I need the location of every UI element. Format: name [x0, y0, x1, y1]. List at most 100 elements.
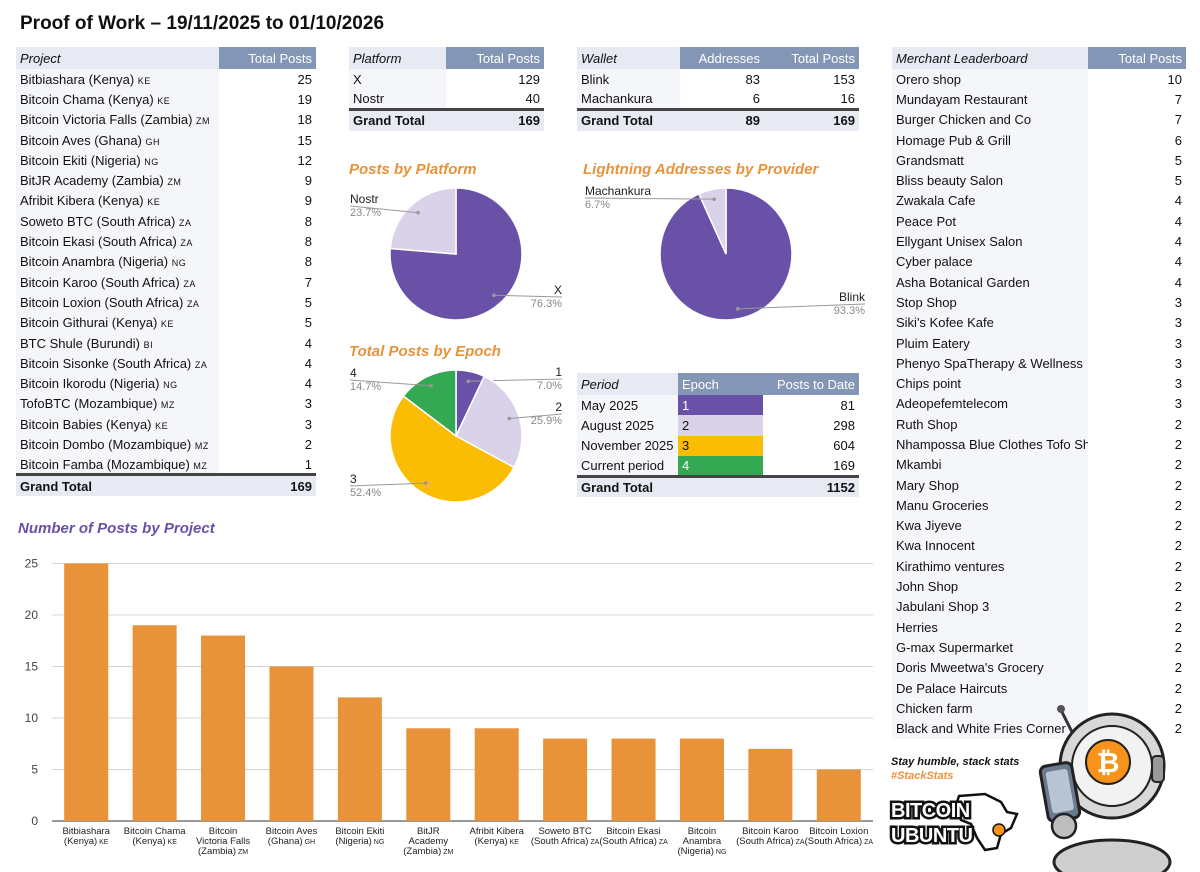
x-tick-label: BitJR	[417, 826, 440, 837]
grand-total-row: Grand Total 169	[16, 473, 316, 496]
bar	[611, 738, 656, 821]
platform-name: X	[349, 69, 446, 90]
pie-slice-label: 2	[555, 400, 562, 414]
pie-leader-dot	[416, 210, 420, 215]
merchant-name: Ruth Shop	[892, 414, 1088, 435]
table-row-label: Bitcoin Ekasi (South Africa) ZA	[16, 231, 219, 252]
row-value: 1	[304, 456, 312, 472]
table-row: Mary Shop 2	[892, 474, 1186, 496]
x-tick-label: (Ghana) GH	[268, 836, 315, 847]
table-row: Herries 2	[892, 617, 1186, 638]
epoch-cell: 2	[678, 415, 763, 436]
merchant-name: Nhampossa Blue Clothes Tofo Shop	[892, 434, 1088, 455]
table-row: Bitcoin Githurai (Kenya) KE 5	[16, 312, 316, 333]
bar	[543, 738, 588, 821]
row-value: 3	[1174, 355, 1182, 371]
epoch-pie-chart: 17.0% 225.9% 352.4% 414.7%	[349, 365, 562, 503]
grand-total-spacer	[678, 474, 763, 498]
x-tick-label: (South Africa) ZA	[531, 836, 600, 847]
period-name: Current period	[577, 455, 678, 477]
row-value: 15	[297, 132, 312, 148]
wallet-header: Wallet	[577, 47, 680, 69]
merchant-name: Grandsmatt	[892, 150, 1088, 171]
country-code: ZM	[441, 849, 453, 856]
merchant-name: Burger Chicken and Co	[892, 109, 1088, 130]
merchant-name: Kwa Innocent	[892, 535, 1088, 557]
row-name: Bitcoin Aves (Ghana)	[20, 132, 142, 148]
table-row: Jabulani Shop 3 2	[892, 596, 1186, 618]
row-value: 3	[1174, 376, 1182, 392]
bar	[337, 697, 382, 821]
project-table: Project Total Posts Bitbiashara (Kenya) …	[16, 47, 316, 496]
country-code: KE	[160, 319, 174, 330]
bar	[816, 769, 861, 821]
pie-leader-line	[737, 303, 866, 310]
pie-percent-label: 7.0%	[537, 380, 562, 392]
table-row: May 2025 1 81	[577, 395, 859, 416]
row-value: 18	[297, 112, 312, 128]
merchant-name: Zwakala Cafe	[892, 190, 1088, 212]
table-row: Bitcoin Chama (Kenya) KE 19	[16, 89, 316, 110]
row-name: Bitcoin Victoria Falls (Zambia)	[20, 112, 193, 128]
x-tick-label: Bitcoin Ekasi	[606, 826, 660, 837]
table-row: Machankura 6 16	[577, 89, 859, 110]
row-value: 3	[1174, 396, 1182, 412]
row-name: Bitcoin Babies (Kenya)	[20, 416, 152, 432]
y-tick-label: 10	[25, 711, 39, 725]
table-row: Chips point 3	[892, 373, 1186, 394]
country-code: NG	[372, 839, 384, 846]
row-value: 3	[304, 396, 312, 412]
row-value: 2	[304, 436, 312, 452]
x-tick-label: Bitcoin Ekiti	[335, 826, 384, 837]
x-tick-label: (South Africa) ZA	[599, 836, 668, 847]
country-code: NG	[163, 380, 178, 391]
row-value: 4	[304, 335, 312, 351]
country-code: ZA	[794, 839, 805, 846]
row-value: 8	[304, 213, 312, 229]
x-tick-label: (Nigeria) NG	[335, 836, 384, 847]
row-value: 8	[304, 254, 312, 270]
posts-value: 16	[840, 91, 855, 107]
table-row: Siki's Kofee Kafe 3	[892, 312, 1186, 333]
table-row: Bitcoin Anambra (Nigeria) NG 8	[16, 251, 316, 272]
country-code: KE	[166, 839, 178, 846]
bar-chart-title: Number of Posts by Project	[18, 520, 215, 537]
table-row-label: TofoBTC (Mozambique) MZ	[16, 393, 219, 415]
table-row-label: Bitbiashara (Kenya) KE	[16, 69, 219, 90]
merchant-name: John Shop	[892, 576, 1088, 597]
row-value: 2	[1174, 700, 1182, 716]
total-posts-header: Total Posts	[219, 47, 316, 69]
grand-total-row: Grand Total 89 169	[577, 108, 859, 131]
epoch-cell: 4	[678, 455, 763, 477]
country-code: KE	[147, 197, 161, 208]
country-code: KE	[97, 839, 109, 846]
row-value: 12	[297, 152, 312, 168]
table-row: Kwa Jiyeve 2	[892, 515, 1186, 536]
country-code: KE	[508, 839, 520, 846]
addresses-value: 6	[752, 91, 760, 107]
country-code: MZ	[194, 440, 209, 451]
posts-to-date-value: 298	[833, 417, 855, 433]
epoch-cell: 1	[678, 395, 763, 416]
logo-line-2: UBUNTU	[891, 825, 972, 847]
row-value: 2	[1174, 721, 1182, 737]
pie-slice-label: Nostr	[350, 192, 379, 206]
row-value: 6	[1174, 132, 1182, 148]
row-value: 4	[1174, 274, 1182, 290]
merchant-name: Cyber palace	[892, 251, 1088, 272]
table-row-label: Bitcoin Ekiti (Nigeria) NG	[16, 150, 219, 171]
row-value: 5	[304, 315, 312, 331]
row-value: 4	[1174, 254, 1182, 270]
x-tick-label: Bitcoin Chama	[124, 826, 186, 837]
pie-percent-label: 23.7%	[350, 207, 381, 219]
period-name: November 2025	[577, 435, 678, 456]
bar	[474, 728, 519, 821]
merchant-name: Siki's Kofee Kafe	[892, 312, 1088, 333]
table-row: Grandsmatt 5	[892, 150, 1186, 171]
table-row: Mundayam Restaurant 7	[892, 89, 1186, 110]
logo-line-1: BITCOIN	[891, 800, 970, 822]
svg-text:₿: ₿	[1097, 747, 1120, 778]
merchant-name: De Palace Haircuts	[892, 677, 1088, 699]
row-value: 5	[1174, 152, 1182, 168]
